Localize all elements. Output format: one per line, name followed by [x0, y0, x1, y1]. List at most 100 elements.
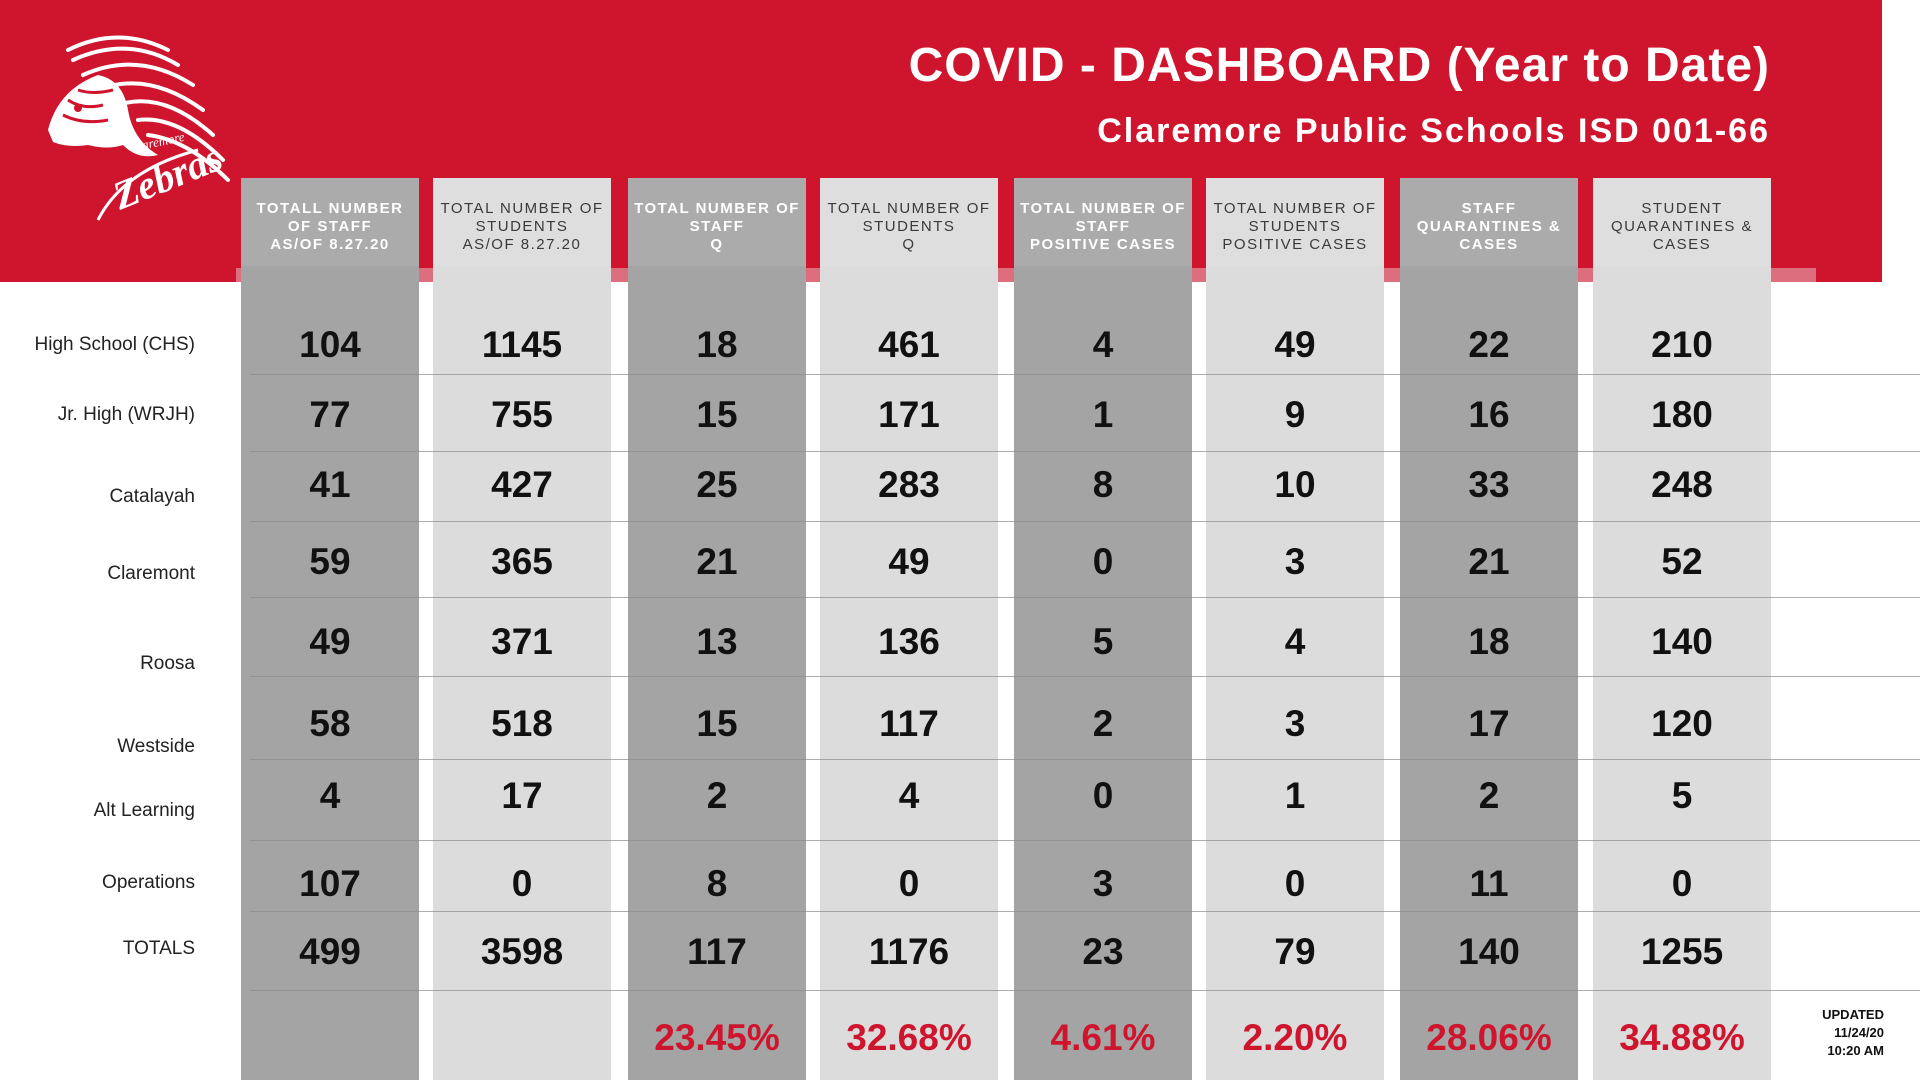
zebra-head-icon: Claremore Zebras	[48, 35, 230, 221]
table-cell: 107	[299, 863, 361, 904]
column-header: TOTAL NUMBER OF STUDENTS Q	[820, 200, 998, 254]
column-header-line: STAFF	[1075, 218, 1131, 235]
table-cell: 499	[299, 931, 361, 972]
table-cell: 0	[1092, 775, 1114, 816]
table-cell: 171	[878, 394, 940, 435]
table-cell: 3	[1284, 703, 1306, 744]
table-cell: 21	[696, 541, 738, 582]
table-cell: 4	[1092, 324, 1114, 365]
column-8: STUDENT QUARANTINES & CASES	[1593, 178, 1771, 1080]
table-cell: 8	[1092, 464, 1114, 505]
row-label: TOTALS	[122, 938, 195, 959]
column-header-line: CASES	[1652, 236, 1712, 253]
table-cell: 22	[1468, 324, 1510, 365]
row-label: Claremont	[107, 563, 195, 584]
table-cell: 59	[309, 541, 351, 582]
column-2: TOTAL NUMBER OF STUDENTS AS/OF 8.27.20	[433, 178, 611, 1080]
table-cell: 15	[696, 703, 738, 744]
table-cell: 16	[1468, 394, 1510, 435]
table-cell: 518	[491, 703, 553, 744]
column-header-bg	[820, 178, 998, 266]
table-cell: 140	[1651, 621, 1713, 662]
table-cell: 25	[696, 464, 738, 505]
column-header-bg	[1593, 178, 1771, 266]
column-header-line: Q	[710, 236, 724, 253]
column-header-line: QUARANTINES &	[1610, 218, 1754, 235]
updated-date: 11/24/20	[1834, 1025, 1884, 1040]
column-header-line: OF STAFF	[287, 218, 373, 235]
column-header: STUDENT QUARANTINES & CASES	[1593, 200, 1771, 254]
table-cell: 0	[1092, 541, 1114, 582]
row-label: Jr. High (WRJH)	[57, 404, 195, 425]
column-header-line: TOTAL NUMBER OF	[634, 200, 800, 217]
column-header-bg	[433, 178, 611, 266]
column-header-line: STUDENT	[1641, 200, 1723, 217]
percentage-cell: 34.88%	[1619, 1017, 1745, 1058]
table-cell: 248	[1651, 464, 1713, 505]
column-header-line: AS/OF 8.27.20	[462, 236, 582, 253]
column-header-line: TOTALL NUMBER	[256, 200, 404, 217]
percentage-cell: 2.20%	[1242, 1017, 1348, 1058]
column-header-line: TOTAL NUMBER OF	[827, 200, 991, 217]
table-cell: 10	[1274, 464, 1316, 505]
row-divider	[250, 521, 1920, 522]
column-header-bg	[628, 178, 806, 266]
table-cell: 5	[1671, 775, 1693, 816]
column-3: TOTAL NUMBER OF STAFF Q	[628, 178, 806, 1080]
page-title: COVID - DASHBOARD (Year to Date)	[908, 39, 1770, 92]
column-header-bg	[1206, 178, 1384, 266]
column-header-line: CASES	[1459, 236, 1519, 253]
table-cell: 0	[511, 863, 533, 904]
row-divider	[250, 597, 1920, 598]
table-cell: 15	[696, 394, 738, 435]
table-cell: 365	[491, 541, 553, 582]
column-header-line: POSITIVE CASES	[1222, 236, 1368, 253]
column-header-line: QUARANTINES &	[1416, 218, 1562, 235]
column-header-line: POSITIVE CASES	[1029, 236, 1177, 253]
column-header-line: Q	[902, 236, 916, 253]
table-cell: 49	[1274, 324, 1316, 365]
row-label: Operations	[102, 872, 195, 893]
row-label: Westside	[117, 736, 195, 757]
table-cell: 77	[309, 394, 351, 435]
table-cell: 117	[879, 703, 939, 744]
table-cell: 1	[1284, 775, 1306, 816]
row-label: High School (CHS)	[34, 334, 196, 355]
table-cell: 5	[1092, 621, 1114, 662]
percentage-cell: 32.68%	[846, 1017, 972, 1058]
column-header-line: STAFF	[1461, 200, 1517, 217]
table-cell: 136	[878, 621, 940, 662]
table-cell: 180	[1651, 394, 1713, 435]
row-label: Alt Learning	[93, 800, 195, 821]
table-cell: 52	[1661, 541, 1703, 582]
table-cell: 23	[1082, 931, 1124, 972]
table-cell: 2	[706, 775, 728, 816]
table-cell: 1145	[481, 324, 563, 365]
table-cell: 0	[1671, 863, 1693, 904]
table-cell: 4	[319, 775, 341, 816]
column-header-line: STAFF	[689, 218, 745, 235]
column-header-line: STUDENTS	[1248, 218, 1342, 235]
table-cell: 17	[501, 775, 543, 816]
table-cell: 427	[491, 464, 553, 505]
column-header-line: STUDENTS	[475, 218, 569, 235]
table-cell: 49	[888, 541, 930, 582]
page-subtitle: Claremore Public Schools ISD 001-66	[1097, 112, 1770, 150]
row-label: Roosa	[140, 653, 195, 674]
table-cell: 461	[878, 324, 940, 365]
table-cell: 210	[1651, 324, 1713, 365]
row-label: Catalayah	[109, 486, 195, 507]
column-header-bg	[1014, 178, 1192, 266]
row-divider	[250, 374, 1920, 375]
column-header: STAFF QUARANTINES & CASES	[1400, 200, 1578, 254]
table-cell: 117	[687, 931, 747, 972]
table-cell: 1255	[1640, 931, 1724, 972]
percentage-cell: 23.45%	[654, 1017, 780, 1058]
table-cell: 11	[1469, 863, 1509, 904]
row-divider	[250, 990, 1920, 991]
table-cell: 18	[1468, 621, 1510, 662]
table-cell: 755	[491, 394, 553, 435]
column-header: TOTAL NUMBER OF STAFF Q	[628, 200, 806, 254]
table-cell: 2	[1478, 775, 1500, 816]
table-cell: 120	[1651, 703, 1713, 744]
